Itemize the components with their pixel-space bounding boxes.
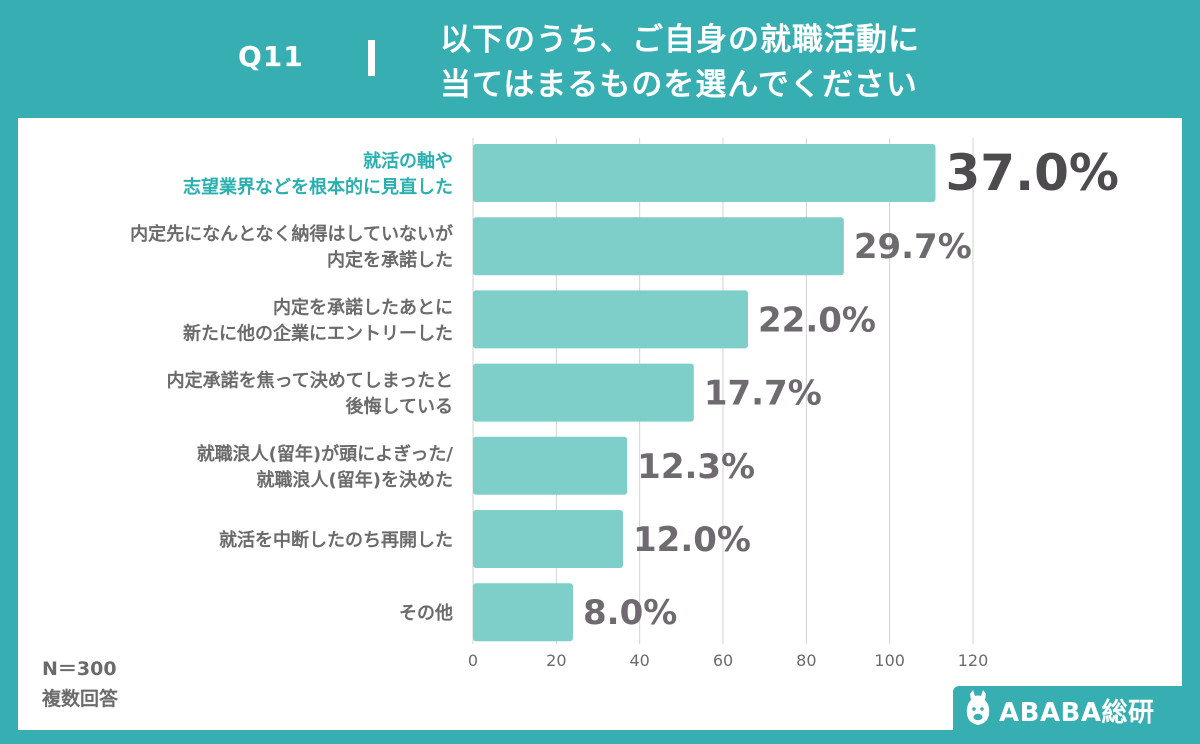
category-label: 就職浪人(留年)を決めた — [257, 469, 453, 491]
value-label: 37.0% — [946, 144, 1119, 202]
brand-logo: ABABA総研 — [953, 686, 1183, 730]
category-label: 内定を承諾したあとに — [273, 296, 453, 318]
alpaca-icon — [966, 690, 990, 725]
bar — [473, 290, 748, 349]
x-tick-label: 80 — [796, 651, 816, 670]
value-label: 22.0% — [758, 300, 876, 340]
value-label: 12.0% — [633, 520, 751, 560]
category-label: 就活を中断したのち再開した — [219, 529, 453, 551]
bar — [473, 436, 628, 495]
category-label: その他 — [399, 602, 453, 624]
x-tick-label: 60 — [713, 651, 733, 670]
header-divider — [368, 40, 375, 76]
category-label: 内定先になんとなく納得はしていないが — [130, 223, 453, 245]
bar — [473, 217, 844, 276]
bar — [473, 510, 623, 568]
multiple-answer-note: 複数回答 — [42, 688, 119, 710]
value-label: 12.3% — [637, 447, 755, 487]
category-label: 内定承諾を焦って決めてしまったと — [167, 370, 453, 392]
bar — [473, 363, 694, 422]
bar — [473, 583, 573, 642]
value-label: 17.7% — [704, 374, 822, 414]
category-label: 志望業界などを根本的に見直した — [183, 176, 453, 198]
x-tick-label: 100 — [874, 651, 905, 670]
footnote: N＝300 複数回答 — [42, 654, 118, 714]
x-tick-label: 120 — [958, 651, 989, 670]
x-tick-label: 20 — [546, 651, 566, 670]
question-id: Q11 — [238, 40, 304, 73]
header: Q11 以下のうち、ご自身の就職活動に 当てはまるものを選んでください — [0, 0, 1200, 118]
brand-name: ABABA総研 — [999, 698, 1155, 728]
category-label: 就活の軸や — [363, 150, 453, 172]
category-label: 新たに他の企業にエントリーした — [183, 322, 453, 344]
question-title-line-1: 以下のうち、ご自身の就職活動に — [440, 22, 920, 58]
category-label: 就職浪人(留年)が頭によぎった/ — [197, 443, 454, 465]
bar — [473, 144, 936, 202]
chart-panel: 0 20 40 60 80 100 120 就活の軸や志望業界などを根本的に見直した 37.0%… — [18, 118, 1182, 730]
value-label: 8.0% — [583, 593, 677, 633]
question-title: 以下のうち、ご自身の就職活動に 当てはまるものを選んでください — [440, 18, 920, 108]
category-label: 内定を承諾した — [327, 249, 453, 271]
sample-size: N＝300 — [42, 658, 117, 680]
question-title-line-2: 当てはまるものを選んでください — [440, 67, 918, 103]
x-tick-label: 40 — [629, 651, 649, 670]
x-tick-label: 0 — [468, 651, 478, 670]
category-label: 後悔している — [346, 396, 453, 418]
value-label: 29.7% — [854, 227, 972, 267]
